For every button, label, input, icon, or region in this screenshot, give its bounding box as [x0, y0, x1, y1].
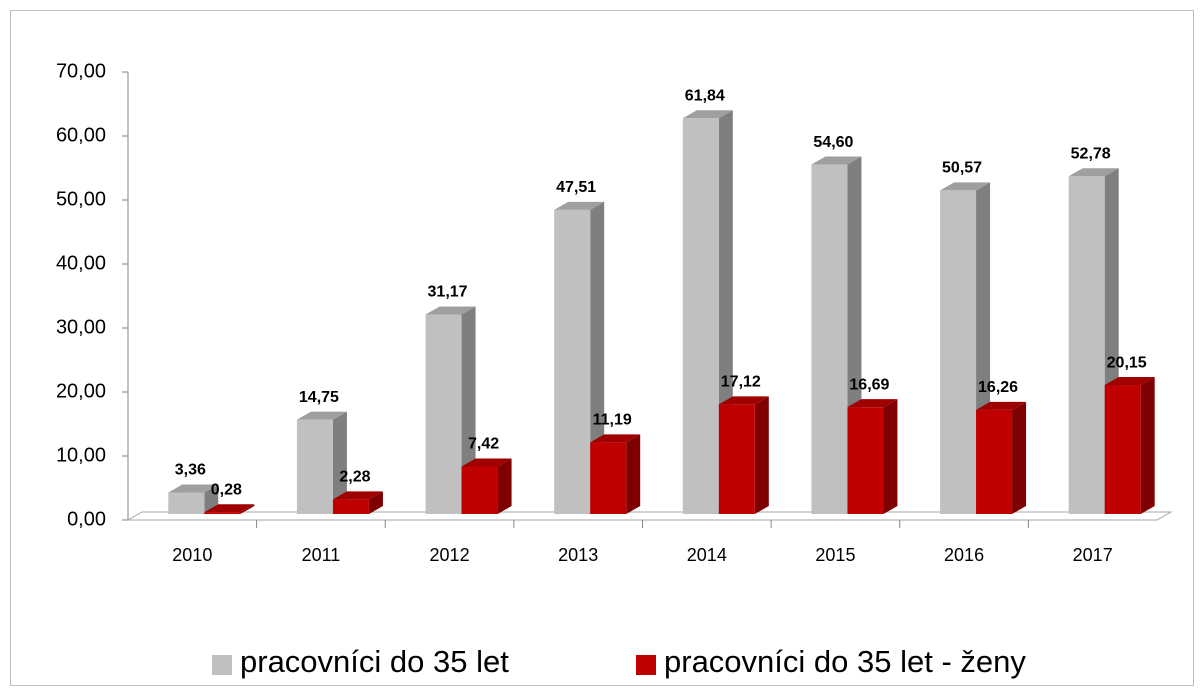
bar-top — [682, 110, 733, 119]
bar — [425, 314, 462, 514]
bar — [976, 409, 1013, 514]
bar-side — [754, 396, 769, 514]
value-label: 17,12 — [721, 374, 761, 391]
bar — [1068, 176, 1105, 514]
bar — [847, 407, 884, 514]
value-label: 0,28 — [211, 481, 242, 498]
bar-side — [883, 399, 898, 514]
value-label: 3,36 — [175, 462, 206, 479]
value-label: 11,19 — [593, 412, 632, 429]
value-label: 7,42 — [468, 436, 499, 453]
bar-top — [1068, 168, 1119, 177]
legend-swatch — [212, 655, 232, 675]
bar-top — [1104, 377, 1155, 386]
bar-side — [626, 434, 641, 514]
y-tick-label: 0,00 — [67, 508, 106, 530]
bar-top — [168, 484, 219, 493]
y-tick-label: 60,00 — [56, 124, 106, 146]
value-label: 2,28 — [339, 469, 370, 486]
bar-side — [497, 458, 512, 514]
bar-top — [590, 434, 641, 443]
bar-side — [1140, 377, 1155, 514]
bar — [296, 419, 333, 514]
x-tick-label: 2012 — [430, 545, 470, 565]
bar-side — [332, 411, 347, 514]
bar — [332, 499, 369, 514]
bar-side — [240, 504, 255, 514]
bar-top — [718, 396, 769, 405]
legend-swatch — [636, 655, 656, 675]
bar-top — [332, 491, 383, 500]
x-tick-label: 2015 — [815, 545, 855, 565]
y-tick-label: 70,00 — [56, 60, 106, 82]
bar — [718, 404, 755, 514]
bar-top — [554, 201, 605, 210]
legend-label: pracovníci do 35 let — [240, 644, 509, 679]
value-label: 54,60 — [813, 134, 853, 151]
bar — [204, 512, 241, 514]
bar-side — [1012, 401, 1027, 514]
bar — [590, 442, 627, 514]
bar — [1104, 385, 1141, 514]
bar — [461, 466, 498, 514]
x-tick-label: 2014 — [687, 545, 727, 565]
floor — [126, 511, 1173, 521]
bar-top — [811, 156, 862, 165]
bar — [168, 492, 205, 514]
y-tick-label: 10,00 — [56, 444, 106, 466]
y-tick-label: 40,00 — [56, 252, 106, 274]
bar — [682, 118, 719, 514]
y-tick-label: 20,00 — [56, 380, 106, 402]
bar-side — [590, 201, 605, 514]
x-tick-label: 2017 — [1073, 545, 1113, 565]
bar — [940, 190, 977, 515]
value-label: 20,15 — [1107, 354, 1147, 371]
value-label: 61,84 — [685, 87, 725, 104]
bar — [554, 209, 591, 514]
x-tick-label: 2016 — [944, 545, 984, 565]
bar-side — [368, 491, 383, 514]
value-label: 47,51 — [556, 179, 596, 196]
bar-top — [847, 399, 898, 408]
y-tick-label: 50,00 — [56, 188, 106, 210]
value-label: 14,75 — [299, 389, 339, 406]
value-label: 50,57 — [942, 160, 982, 177]
bar-top — [940, 182, 991, 191]
y-tick-label: 30,00 — [56, 316, 106, 338]
value-label: 16,26 — [978, 379, 1018, 396]
x-tick-label: 2013 — [558, 545, 598, 565]
bar — [811, 164, 848, 514]
x-tick-label: 2011 — [302, 545, 341, 565]
value-label: 31,17 — [428, 284, 468, 301]
value-label: 52,78 — [1071, 145, 1111, 162]
legend-label: pracovníci do 35 let - ženy — [664, 644, 1026, 679]
bar-top — [204, 504, 255, 513]
bar-top — [976, 401, 1027, 410]
x-tick-label: 2010 — [172, 545, 212, 565]
bar-top — [461, 458, 512, 467]
bar-top — [425, 306, 476, 315]
bar-top — [296, 411, 347, 420]
value-label: 16,69 — [849, 376, 889, 393]
